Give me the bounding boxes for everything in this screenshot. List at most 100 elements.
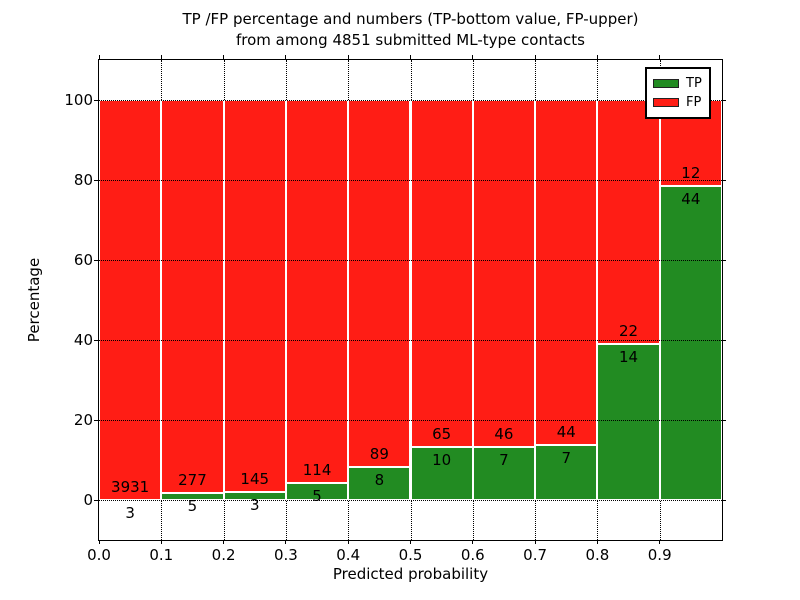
y-tick: [94, 99, 98, 101]
x-tick-label: 0.0: [87, 546, 111, 564]
fp-legend-label: FP: [686, 95, 702, 110]
y-tick-label: 20: [73, 411, 93, 429]
h-gridline: [99, 500, 722, 501]
tp-count-label: 5: [312, 487, 322, 506]
x-tick-top: [472, 55, 474, 59]
h-gridline: [99, 340, 722, 341]
tp-bar-segment: [472, 447, 536, 500]
tp-count-label: 7: [499, 451, 509, 470]
fp-bar-segment: [597, 100, 660, 345]
x-tick: [596, 540, 598, 544]
x-tick-label: 0.2: [211, 546, 236, 564]
tp-bar-segment: [535, 445, 598, 500]
tp-bar-segment: [223, 491, 286, 500]
h-gridline: [99, 420, 722, 421]
tp-bar-segment: [161, 492, 224, 500]
x-tick-top: [98, 55, 100, 59]
x-tick-label: 0.5: [398, 546, 423, 564]
fp-count-label: 89: [369, 445, 389, 463]
tp-count-label: 3: [249, 495, 260, 514]
fp-bar-segment: [535, 100, 598, 446]
y-tick-label: 80: [73, 171, 93, 189]
tp-bar-segment: [348, 467, 411, 500]
fp-bar-segment: [285, 100, 349, 484]
h-gridline: [99, 100, 722, 101]
x-tick-top: [285, 55, 287, 59]
chart-title-line2: from among 4851 submitted ML-type contac…: [236, 31, 585, 49]
y-tick: [94, 419, 98, 421]
y-tick-label: 100: [64, 91, 93, 109]
chart-title: TP /FP percentage and numbers (TP-bottom…: [98, 9, 723, 51]
fp-legend-swatch: [653, 98, 679, 107]
fp-count-label: 44: [556, 423, 576, 442]
fp-bar-segment: [472, 100, 536, 448]
tp-legend-label: TP: [686, 76, 702, 91]
h-gridline: [99, 180, 722, 181]
y-tick-label: 0: [83, 491, 93, 509]
fp-count-label: 46: [494, 425, 514, 444]
fp-bar-segment: [99, 100, 162, 500]
y-tick-right: [722, 419, 726, 421]
x-tick-top: [160, 55, 162, 59]
x-tick-label: 0.3: [273, 546, 298, 564]
x-tick-label: 0.1: [149, 546, 174, 564]
x-tick: [410, 540, 411, 544]
y-tick-right: [722, 179, 726, 181]
plot-area: 0.0 0.1 0.2 0.3 0.4 0.5 0.6 0.7 0.8 0.9 0 20 40 60 80 1…: [64, 55, 726, 564]
x-axis-label: Predicted probability: [332, 565, 489, 583]
legend: TP FP: [645, 67, 711, 119]
x-tick: [534, 540, 536, 544]
x-tick: [659, 540, 661, 544]
tp-count-label: 5: [187, 496, 198, 515]
x-tick-label: 0.7: [523, 546, 548, 564]
legend-entry-tp: TP: [653, 74, 702, 93]
x-tick: [285, 540, 287, 544]
y-tick-right: [722, 339, 726, 341]
fp-bar-segment: [410, 100, 473, 447]
fp-bar-segment: [161, 100, 224, 493]
tp-count-label: 3: [125, 503, 135, 522]
tp-count-label: 44: [681, 189, 701, 208]
tp-legend-swatch: [653, 79, 679, 88]
x-tick-top: [223, 55, 225, 59]
y-tick-right: [722, 259, 726, 261]
tp-count-label: 10: [432, 450, 452, 469]
tp-bar-segment: [285, 483, 349, 500]
tp-count-label: 7: [561, 449, 572, 468]
tp-bar-segment: [410, 446, 473, 500]
fp-count-label: 277: [178, 470, 207, 489]
y-tick-label: 40: [73, 331, 93, 349]
tp-count-label: 8: [374, 471, 385, 489]
y-tick: [94, 499, 98, 501]
tp-bar-segment: [659, 185, 722, 500]
fp-count-label: 114: [302, 461, 332, 480]
fp-count-label: 65: [432, 424, 452, 443]
x-tick-top: [659, 55, 661, 59]
x-tick-label: 0.8: [585, 546, 610, 564]
fp-bar-segment: [223, 100, 286, 492]
y-tick: [94, 179, 98, 181]
x-tick: [223, 540, 225, 544]
fp-count-label: 145: [240, 469, 270, 488]
x-tick: [160, 540, 162, 544]
tp-count-label: 14: [619, 348, 639, 367]
x-tick: [347, 540, 349, 544]
fp-count-label: 12: [681, 163, 701, 182]
y-tick: [94, 259, 98, 261]
h-gridline: [99, 260, 722, 261]
fp-count-label: 3931: [111, 477, 150, 496]
fp-bar-segment: [348, 100, 411, 467]
x-tick: [472, 540, 474, 544]
x-tick-top: [410, 55, 411, 59]
x-tick-label: 0.4: [336, 546, 361, 564]
y-tick-label: 60: [73, 251, 93, 269]
x-tick-top: [596, 55, 598, 59]
y-tick-right: [722, 499, 726, 501]
x-tick-label: 0.6: [460, 546, 485, 564]
x-tick: [98, 540, 100, 544]
y-tick: [94, 339, 98, 341]
fp-count-label: 22: [619, 322, 639, 341]
legend-entry-fp: FP: [653, 93, 702, 112]
chart-title-line1: TP /FP percentage and numbers (TP-bottom…: [182, 10, 639, 28]
